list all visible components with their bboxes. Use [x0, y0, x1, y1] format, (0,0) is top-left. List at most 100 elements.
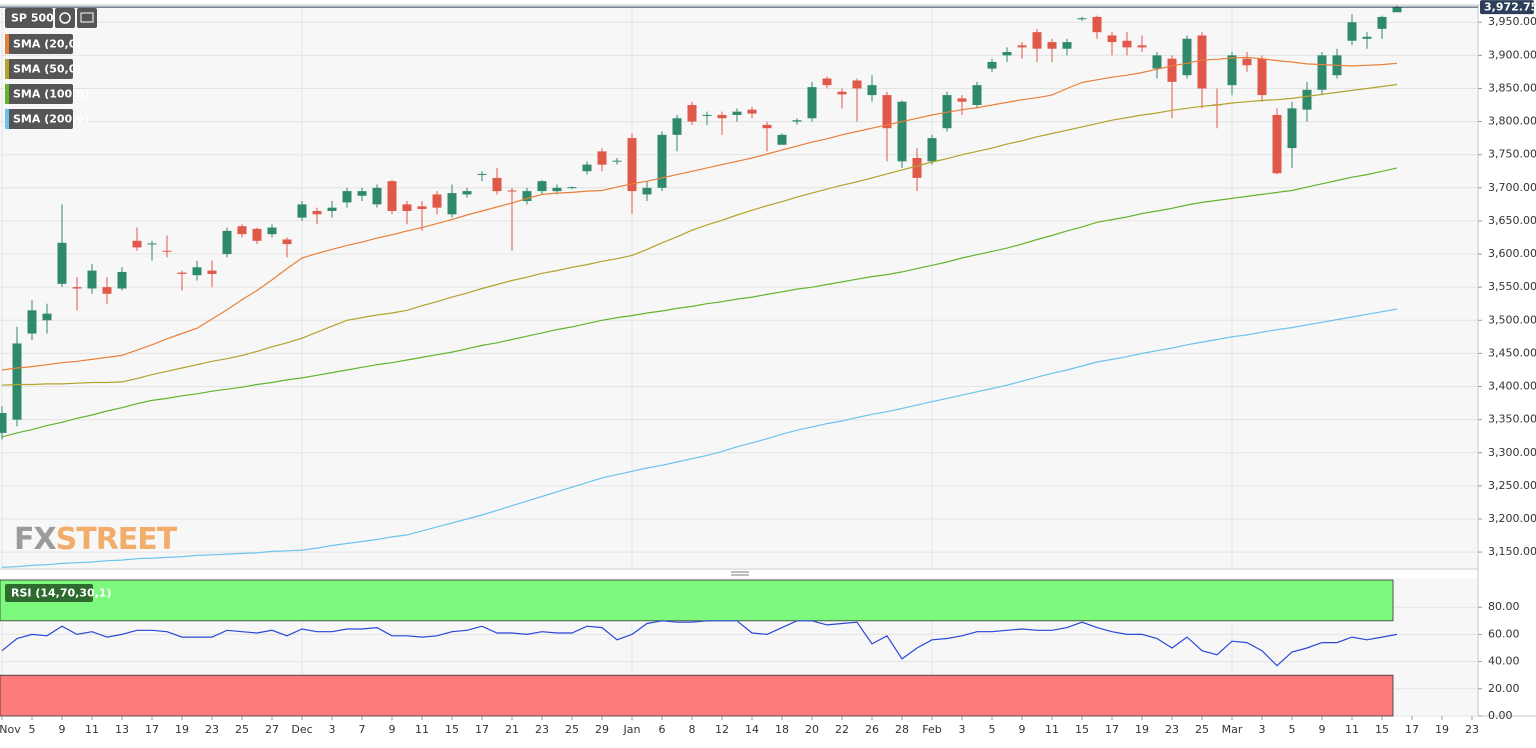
candle-body	[717, 114, 727, 119]
candle-body	[297, 204, 307, 218]
rsi-legend-entry[interactable]: RSI (14,70,30,1)	[11, 587, 111, 600]
x-tick-label: 19	[175, 723, 189, 736]
candle-body	[147, 243, 157, 245]
candle-body	[177, 272, 187, 274]
x-tick-label: 23	[205, 723, 219, 736]
price-panel	[0, 5, 1478, 568]
y-tick-label: 0.00	[1488, 709, 1513, 722]
candle-body	[1137, 45, 1147, 48]
candle-body	[1272, 114, 1282, 174]
candle-body	[1002, 52, 1012, 56]
candle-body	[327, 207, 337, 211]
legend-box[interactable]	[5, 8, 53, 28]
rsi-legend-box[interactable]	[5, 584, 93, 602]
x-tick-label: 11	[85, 723, 99, 736]
legend-box	[5, 34, 73, 54]
x-tick-label: 6	[659, 723, 666, 736]
y-tick-label: 3,800.00	[1488, 115, 1536, 128]
y-tick-label: 3,550.00	[1488, 280, 1536, 293]
y-tick-label: 40.00	[1488, 655, 1520, 668]
watermark-fx: FX	[14, 522, 56, 557]
x-tick-label: 23	[535, 723, 549, 736]
candle-body	[747, 109, 757, 114]
x-tick-label: 3	[959, 723, 966, 736]
candle-body	[342, 191, 352, 203]
candle-body	[252, 228, 262, 241]
y-tick-label: 3,900.00	[1488, 48, 1536, 61]
y-tick-label: 60.00	[1488, 627, 1520, 640]
legend-swatch	[5, 109, 9, 129]
refresh-button[interactable]	[55, 8, 75, 28]
candle-body	[1377, 16, 1387, 29]
last-price-box	[1480, 0, 1534, 15]
candle-body	[552, 187, 562, 192]
x-tick-label: 5	[1289, 723, 1296, 736]
candle-body	[492, 177, 502, 192]
x-tick-label: 3	[329, 723, 336, 736]
legend-swatch	[5, 59, 9, 79]
legend-entry[interactable]: SP 500	[11, 12, 54, 25]
x-tick-label: 7	[359, 723, 366, 736]
candle-body	[1287, 108, 1297, 149]
candle-body	[237, 226, 247, 235]
x-tick-label: 17	[475, 723, 489, 736]
x-tick-label: 9	[1019, 723, 1026, 736]
candle-body	[732, 111, 742, 115]
y-tick-label: 80.00	[1488, 600, 1520, 613]
candle-body	[1317, 55, 1327, 90]
candle-body	[72, 287, 82, 289]
candle-body	[897, 101, 907, 162]
x-tick-label: 21	[505, 723, 519, 736]
candle-body	[1122, 40, 1132, 48]
candle-body	[822, 78, 832, 86]
candle-body	[927, 138, 937, 162]
x-tick-label: 23	[1165, 723, 1179, 736]
candle-body	[402, 204, 412, 211]
y-tick-label: 3,300.00	[1488, 446, 1536, 459]
candle-body	[642, 187, 652, 195]
x-tick-label: 17	[145, 723, 159, 736]
x-tick-label: 27	[265, 723, 279, 736]
x-tick-label: 15	[1375, 723, 1389, 736]
candle-body	[1197, 35, 1207, 89]
x-tick-label: 17	[1105, 723, 1119, 736]
y-tick-label: 3,400.00	[1488, 380, 1536, 393]
x-tick-label: 25	[1195, 723, 1209, 736]
candle-body	[1152, 55, 1162, 69]
candle-body	[102, 287, 112, 294]
candle-body	[312, 210, 322, 215]
candle-body	[27, 310, 37, 334]
candle-body	[672, 118, 682, 135]
y-tick-label: 3,150.00	[1488, 545, 1536, 558]
last-price-label: 3,972.75	[1484, 1, 1536, 14]
legend-box	[5, 59, 73, 79]
candle-body	[882, 95, 892, 129]
legend: SP 500 SMA (20,0) SMA (50,0) SMA (100,0) SM…	[5, 8, 97, 129]
y-tick-label: 3,250.00	[1488, 479, 1536, 492]
candle-body	[1092, 16, 1102, 33]
x-tick-label: 14	[745, 723, 759, 736]
settings-button[interactable]	[77, 8, 97, 28]
candle-body	[132, 240, 142, 248]
y-tick-label: 3,500.00	[1488, 313, 1536, 326]
candle-body	[762, 124, 772, 129]
candle-body	[462, 191, 472, 195]
candle-body	[957, 98, 967, 102]
candle-body	[1107, 35, 1117, 43]
candle-body	[477, 173, 487, 175]
rsi-band	[0, 579, 1394, 622]
candle-body	[12, 343, 22, 420]
divider-grip[interactable]	[731, 571, 749, 576]
legend-swatch	[5, 34, 9, 54]
x-tick-label: 5	[29, 723, 36, 736]
rsi-band	[0, 674, 1394, 717]
y-tick-label: 3,950.00	[1488, 15, 1536, 28]
x-tick-label: Mar	[1222, 723, 1243, 736]
y-tick-label: 3,750.00	[1488, 148, 1536, 161]
x-tick-label: 3	[1259, 723, 1266, 736]
x-tick-label: 13	[115, 723, 129, 736]
x-tick-label: 22	[835, 723, 849, 736]
x-tick-label: 15	[1075, 723, 1089, 736]
